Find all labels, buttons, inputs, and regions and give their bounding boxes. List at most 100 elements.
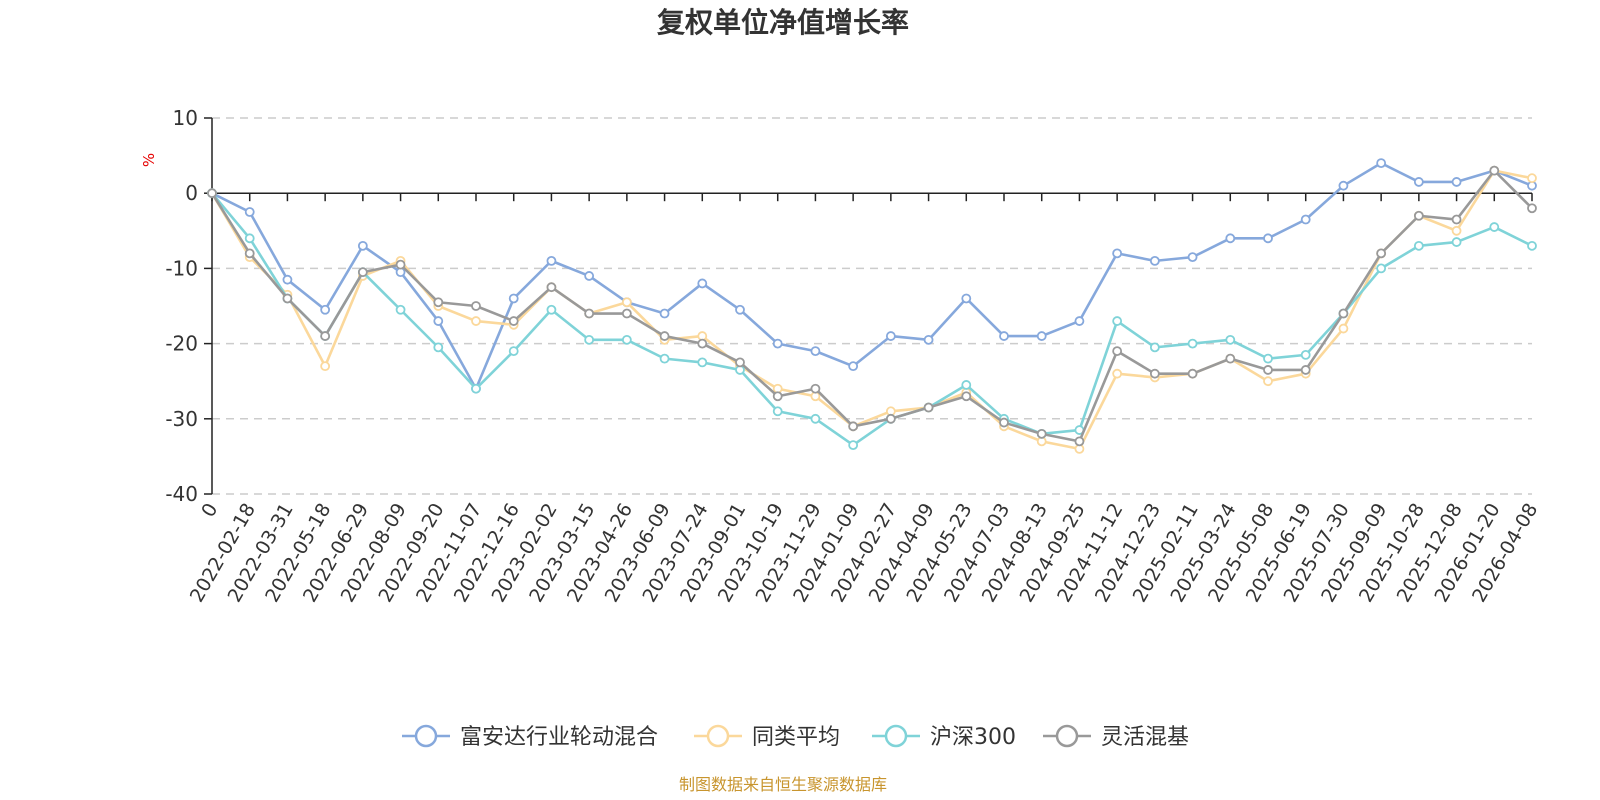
chart-title: 复权单位净值增长率 xyxy=(657,6,909,39)
data-point xyxy=(697,338,708,349)
data-point xyxy=(999,417,1009,428)
series-line xyxy=(210,169,1533,443)
legend-item[interactable]: 沪深300 xyxy=(872,724,1016,750)
data-point xyxy=(961,293,972,304)
data-point xyxy=(395,259,406,270)
data-point xyxy=(244,248,255,259)
data-point xyxy=(1263,376,1273,387)
data-point xyxy=(244,233,255,244)
x-tick-label: 0 xyxy=(197,500,222,521)
data-point xyxy=(1187,252,1198,263)
data-point xyxy=(1300,349,1311,360)
y-tick-label: 0 xyxy=(185,181,198,205)
data-point xyxy=(433,297,444,308)
data-point xyxy=(885,413,896,424)
data-point xyxy=(1338,323,1349,334)
data-point xyxy=(584,334,595,345)
y-tick-label: -10 xyxy=(165,256,198,280)
data-point xyxy=(659,331,670,341)
data-point xyxy=(848,421,859,432)
y-tick-label: 10 xyxy=(173,106,198,130)
data-point xyxy=(1527,173,1537,184)
data-point xyxy=(1263,353,1273,364)
data-point xyxy=(848,440,859,451)
legend-label: 灵活混基 xyxy=(1101,725,1189,750)
data-point xyxy=(433,342,444,353)
data-point xyxy=(772,391,783,402)
series-2 xyxy=(207,165,1537,454)
data-point xyxy=(433,316,444,326)
data-point xyxy=(1451,237,1462,247)
series-4 xyxy=(207,165,1537,447)
data-point xyxy=(810,346,821,357)
data-point xyxy=(508,346,519,357)
data-point xyxy=(1451,214,1462,225)
series-line xyxy=(210,169,1533,451)
y-tick-label: -40 xyxy=(165,482,198,506)
legend[interactable]: 富安达行业轮动混合 同类平均 沪深300 灵活混基 xyxy=(402,724,1189,750)
data-point xyxy=(621,308,632,319)
legend-item[interactable]: 富安达行业轮动混合 xyxy=(402,724,658,750)
y-tick-label: -20 xyxy=(165,332,198,356)
data-point xyxy=(735,304,745,315)
data-point xyxy=(1489,165,1500,176)
data-point xyxy=(207,188,217,199)
data-point xyxy=(1376,248,1387,259)
data-point xyxy=(1036,428,1047,439)
data-point xyxy=(471,316,481,326)
data-point xyxy=(923,402,934,413)
data-point xyxy=(621,334,632,345)
data-point xyxy=(1187,368,1198,379)
data-point xyxy=(320,304,331,315)
data-point xyxy=(1112,316,1123,326)
legend-item[interactable]: 同类平均 xyxy=(694,724,840,750)
data-point xyxy=(282,293,293,304)
data-point xyxy=(621,297,632,308)
data-point xyxy=(1527,240,1537,251)
data-point xyxy=(1338,180,1349,191)
data-point xyxy=(1300,214,1311,225)
data-point xyxy=(1527,203,1537,214)
data-point xyxy=(1149,368,1160,379)
data-point xyxy=(1451,225,1462,236)
data-point xyxy=(395,304,406,315)
data-point xyxy=(1149,342,1160,353)
data-point xyxy=(320,331,331,341)
data-point xyxy=(1187,338,1198,349)
data-point xyxy=(659,308,670,319)
data-point xyxy=(772,406,783,417)
data-point xyxy=(1225,233,1236,244)
data-point xyxy=(357,240,368,251)
data-point xyxy=(1225,334,1236,345)
legend-marker-icon xyxy=(884,724,908,748)
data-point xyxy=(1489,222,1500,232)
data-source-note: 制图数据来自恒生聚源数据库 xyxy=(679,775,887,794)
data-point xyxy=(1074,436,1085,447)
legend-label: 沪深300 xyxy=(930,725,1016,750)
y-axis-ticks: 10 0 -10 -20 -30 -40 xyxy=(165,106,212,506)
data-point xyxy=(471,301,481,311)
data-point xyxy=(961,380,972,390)
y-axis-unit: % xyxy=(140,153,158,167)
grid-lines xyxy=(212,117,1532,495)
data-point xyxy=(1225,353,1236,364)
data-point xyxy=(1112,248,1123,259)
data-point xyxy=(1338,308,1349,319)
series-lines xyxy=(207,158,1537,454)
data-point xyxy=(961,391,972,402)
legend-marker-icon xyxy=(414,724,438,748)
data-point xyxy=(1376,158,1387,169)
legend-marker-icon xyxy=(1055,724,1079,748)
data-point xyxy=(1112,346,1123,357)
data-point xyxy=(546,255,557,266)
data-point xyxy=(1376,263,1387,274)
data-point xyxy=(885,331,896,341)
data-point xyxy=(697,357,708,368)
data-point xyxy=(546,304,557,315)
legend-item[interactable]: 灵活混基 xyxy=(1043,724,1189,750)
data-point xyxy=(923,334,934,345)
data-point xyxy=(999,331,1009,341)
data-point xyxy=(1149,255,1160,266)
data-point xyxy=(320,361,331,372)
